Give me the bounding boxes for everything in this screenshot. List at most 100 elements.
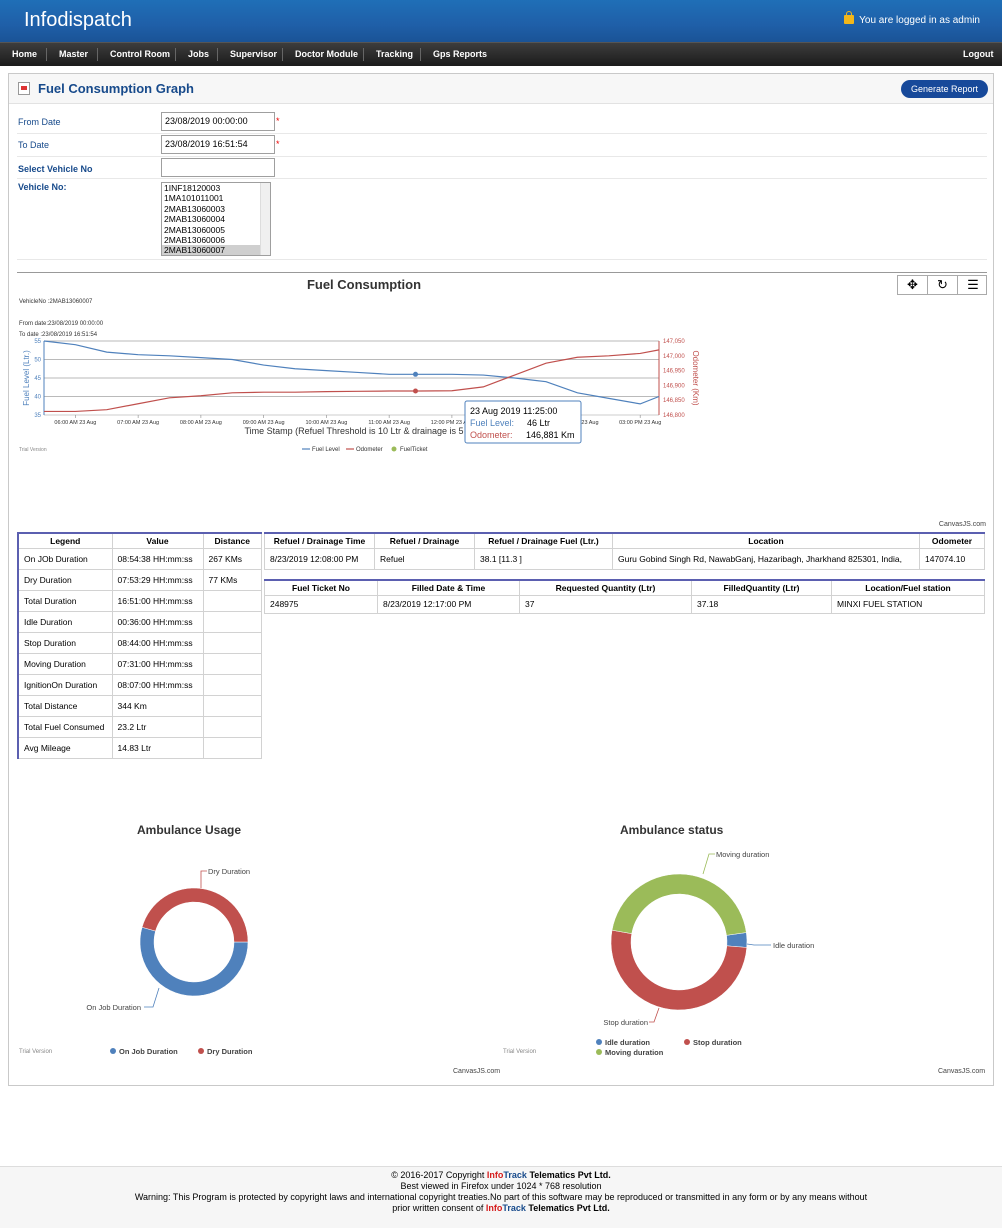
table-row: IgnitionOn Duration 08:07:00 HH:mm:ss <box>17 673 262 696</box>
vehicle-no-text: VehicleNo :2MAB13060007 <box>19 299 93 305</box>
brand-track: Track <box>503 1170 527 1180</box>
column-header: Refuel / Drainage <box>374 532 475 549</box>
table-cell: 08:54:38 HH:mm:ss <box>111 547 204 570</box>
tooltip-odo-label: Odometer: <box>470 430 513 440</box>
login-text: You are logged in as admin <box>859 15 980 26</box>
vehicle-option-selected[interactable]: 2MAB13060007 <box>162 245 270 255</box>
canvasjs-credit[interactable]: CanvasJS.com <box>453 1068 501 1075</box>
table-cell: Total Duration <box>17 589 113 612</box>
listbox-scrollbar[interactable] <box>260 183 270 255</box>
chart-tooltip: 23 Aug 2019 11:25:00 Fuel Level: 46 Ltr Odo… <box>464 400 582 444</box>
app-header: Infodispatch You are logged in as admin <box>0 0 1002 42</box>
required-mark: * <box>276 116 280 126</box>
table-row: Moving Duration 07:31:00 HH:mm:ss <box>17 652 262 675</box>
nav-control-room[interactable]: Control Room <box>110 49 170 59</box>
nav-tracking[interactable]: Tracking <box>376 49 414 59</box>
vehicle-option[interactable]: 2MAB13060005 <box>164 224 225 235</box>
nav-jobs[interactable]: Jobs <box>188 49 210 59</box>
table-cell: IgnitionOn Duration <box>17 673 113 696</box>
chart-title: Fuel Consumption <box>307 277 421 292</box>
table-cell: 344 Km <box>111 694 204 717</box>
y-tick-label: 35 <box>34 413 41 419</box>
canvasjs-credit[interactable]: CanvasJS.com <box>938 1068 986 1075</box>
donut-slice-stop-duration <box>610 929 748 1011</box>
donut-slice-moving-duration <box>611 873 747 936</box>
table-cell: 08:07:00 HH:mm:ss <box>111 673 204 696</box>
page-title-bar: Fuel Consumption Graph Generate Report <box>9 74 993 104</box>
x-tick-label: 06:00 AM 23 Aug <box>54 420 96 426</box>
y-axis-title: Fuel Level (Ltr.) <box>22 350 31 406</box>
y2-tick-label: 147,000 <box>663 354 685 360</box>
table-row: Idle Duration 00:36:00 HH:mm:ss <box>17 610 262 633</box>
table-row: Stop Duration 08:44:00 HH:mm:ss <box>17 631 262 654</box>
to-date-text: To date :23/08/2019 16:51:54 <box>19 332 98 338</box>
callout-label: Dry Duration <box>208 867 250 876</box>
table-row: Dry Duration 07:53:29 HH:mm:ss 77 KMs <box>17 568 262 591</box>
brand-info: Info <box>485 1203 503 1213</box>
nav-home[interactable]: Home <box>12 49 38 59</box>
vehicle-option[interactable]: 2MAB13060004 <box>164 214 225 225</box>
table-cell: 8/23/2019 12:17:00 PM <box>377 594 520 614</box>
main-nav: Home Master Control Room Jobs Supervisor… <box>0 42 1002 66</box>
table-cell <box>202 673 262 696</box>
summary-table-body: On JOb Duration 08:54:38 HH:mm:ss 267 KMs D… <box>17 547 262 759</box>
fuel-level-point <box>413 371 419 377</box>
tooltip-box <box>464 400 582 444</box>
menu-icon[interactable]: ☰ <box>967 277 979 292</box>
select-vehicle-input[interactable] <box>161 158 275 177</box>
table-cell: 8/23/2019 12:08:00 PM <box>264 547 375 570</box>
odometer-point <box>413 388 419 394</box>
table-cell: Avg Mileage <box>17 736 113 759</box>
nav-supervisor[interactable]: Supervisor <box>230 49 278 59</box>
vehicle-listbox[interactable]: 1INF18120003 1MA101011001 2MAB13060003 2… <box>161 182 271 256</box>
brand-info: Info <box>486 1170 504 1180</box>
nav-master[interactable]: Master <box>59 49 89 59</box>
ambulance-usage-chart: On Job Duration Dry Duration On Job Durati… <box>86 867 252 1056</box>
vehicle-option[interactable]: 2MAB13060006 <box>164 234 225 245</box>
callout-label: Idle duration <box>773 941 814 950</box>
vehicle-option[interactable]: 1INF18120003 <box>164 183 221 193</box>
pan-icon[interactable]: ✥ <box>898 276 928 294</box>
column-header: Location <box>612 532 920 549</box>
nav-gps-reports[interactable]: Gps Reports <box>433 49 488 59</box>
callout-label: Moving duration <box>716 850 769 859</box>
reset-icon[interactable]: ↻ <box>928 276 958 294</box>
ambulance-status-chart: Idle duration Stop duration Moving duratio… <box>596 850 814 1057</box>
legend-marker <box>596 1049 602 1055</box>
callout-line <box>144 987 160 1008</box>
canvasjs-credit[interactable]: CanvasJS.com <box>938 521 986 528</box>
vehicle-option[interactable]: 1MA101011001 <box>164 193 224 204</box>
table-row: Avg Mileage 14.83 Ltr <box>17 736 262 759</box>
fuel-consumption-chart: Fuel Consumption VehicleNo :2MAB13060007 F… <box>17 272 987 534</box>
table-cell <box>202 631 262 654</box>
y2-tick-label: 146,950 <box>663 369 685 375</box>
series-line-fuel-level <box>43 340 660 405</box>
callout-line <box>200 870 207 888</box>
x-tick-label: 12:00 PM 23 Aug <box>431 420 473 426</box>
nav-doctor-module[interactable]: Doctor Module <box>295 49 358 59</box>
trial-version-label: Trial Version <box>503 1049 537 1055</box>
consent-line: prior written consent of InfoTrack Telem… <box>0 1203 1002 1214</box>
table-cell: 14.83 Ltr <box>111 736 204 759</box>
table-cell: Dry Duration <box>17 568 113 591</box>
report-panel: Fuel Consumption Graph Generate Report F… <box>8 73 994 1086</box>
table-cell: Idle Duration <box>17 610 113 633</box>
vehicle-option[interactable]: 2MAB13060003 <box>164 203 225 214</box>
from-date-input[interactable]: 23/08/2019 00:00:00 <box>161 112 275 131</box>
logout-link[interactable]: Logout <box>963 49 994 59</box>
to-date-input[interactable]: 23/08/2019 16:51:54 <box>161 135 275 154</box>
table-row: 248975 8/23/2019 12:17:00 PM 37 37.18 MI… <box>264 594 985 614</box>
company-text: Telematics Pvt Ltd. <box>526 1170 611 1180</box>
legend-marker <box>198 1048 204 1054</box>
consent-text: prior written consent of <box>392 1203 486 1213</box>
column-header: Legend <box>17 532 113 549</box>
copyright-text: © 2016-2017 Copyright <box>391 1170 487 1180</box>
nav-divider <box>282 48 283 61</box>
trial-version-label: Trial Version <box>19 447 47 453</box>
table-cell: 16:51:00 HH:mm:ss <box>111 589 204 612</box>
table-cell: Guru Gobind Singh Rd, NawabGanj, Hazarib… <box>612 547 920 570</box>
page-title: Fuel Consumption Graph <box>38 81 194 96</box>
table-cell: 37.18 <box>691 594 832 614</box>
legend-label: FuelTicket <box>400 447 428 453</box>
generate-report-button[interactable]: Generate Report <box>901 80 988 98</box>
